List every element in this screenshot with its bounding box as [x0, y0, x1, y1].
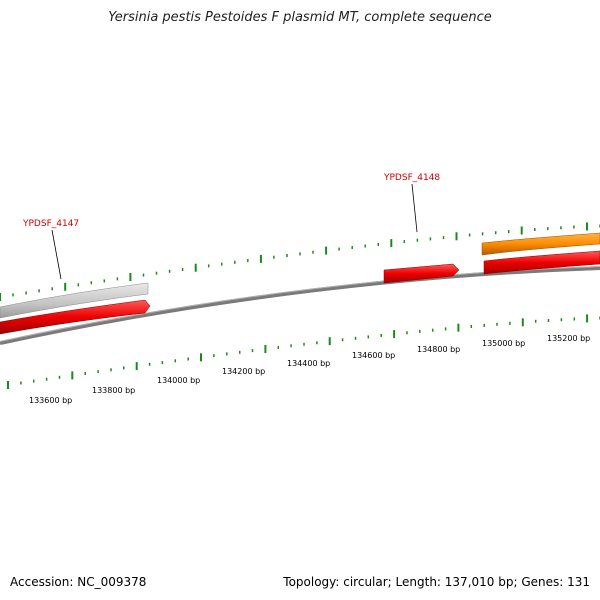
map-title: Yersinia pestis Pestoides F plasmid MT, …	[108, 10, 492, 25]
backbone-highlight	[0, 266, 600, 342]
inner-tick-ring	[7, 314, 600, 389]
gene-orange[interactable]	[481, 232, 600, 256]
leader-line-ypdsf-4148	[411, 183, 418, 233]
gene-ypdsf-4147[interactable]	[0, 299, 151, 335]
tick-label-134400: 134400 bp	[287, 359, 330, 368]
tick-label-135200: 135200 bp	[547, 334, 590, 343]
gene-gray[interactable]	[0, 282, 149, 319]
gene-label-ypdsf-4148: YPDSF_4148	[383, 173, 440, 183]
outer-tick-ring	[0, 222, 600, 301]
tick-label-133800: 133800 bp	[92, 386, 135, 395]
tick-label-134200: 134200 bp	[222, 367, 265, 376]
tick-label-134000: 134000 bp	[157, 376, 200, 385]
leader-line-ypdsf-4147	[51, 229, 62, 280]
tick-label-134600: 134600 bp	[352, 351, 395, 360]
tick-label-133600: 133600 bp	[29, 396, 72, 405]
gene-red-right[interactable]	[483, 250, 600, 275]
gene-label-ypdsf-4147: YPDSF_4147	[22, 219, 79, 229]
accession-text: Accession: NC_009378	[10, 575, 147, 589]
tick-label-134800: 134800 bp	[417, 345, 460, 354]
tick-label-135000: 135000 bp	[482, 339, 525, 348]
gene-ypdsf-4148[interactable]	[383, 263, 460, 284]
topology-summary: Topology: circular; Length: 137,010 bp; …	[283, 575, 590, 589]
backbone-arc	[0, 266, 600, 345]
